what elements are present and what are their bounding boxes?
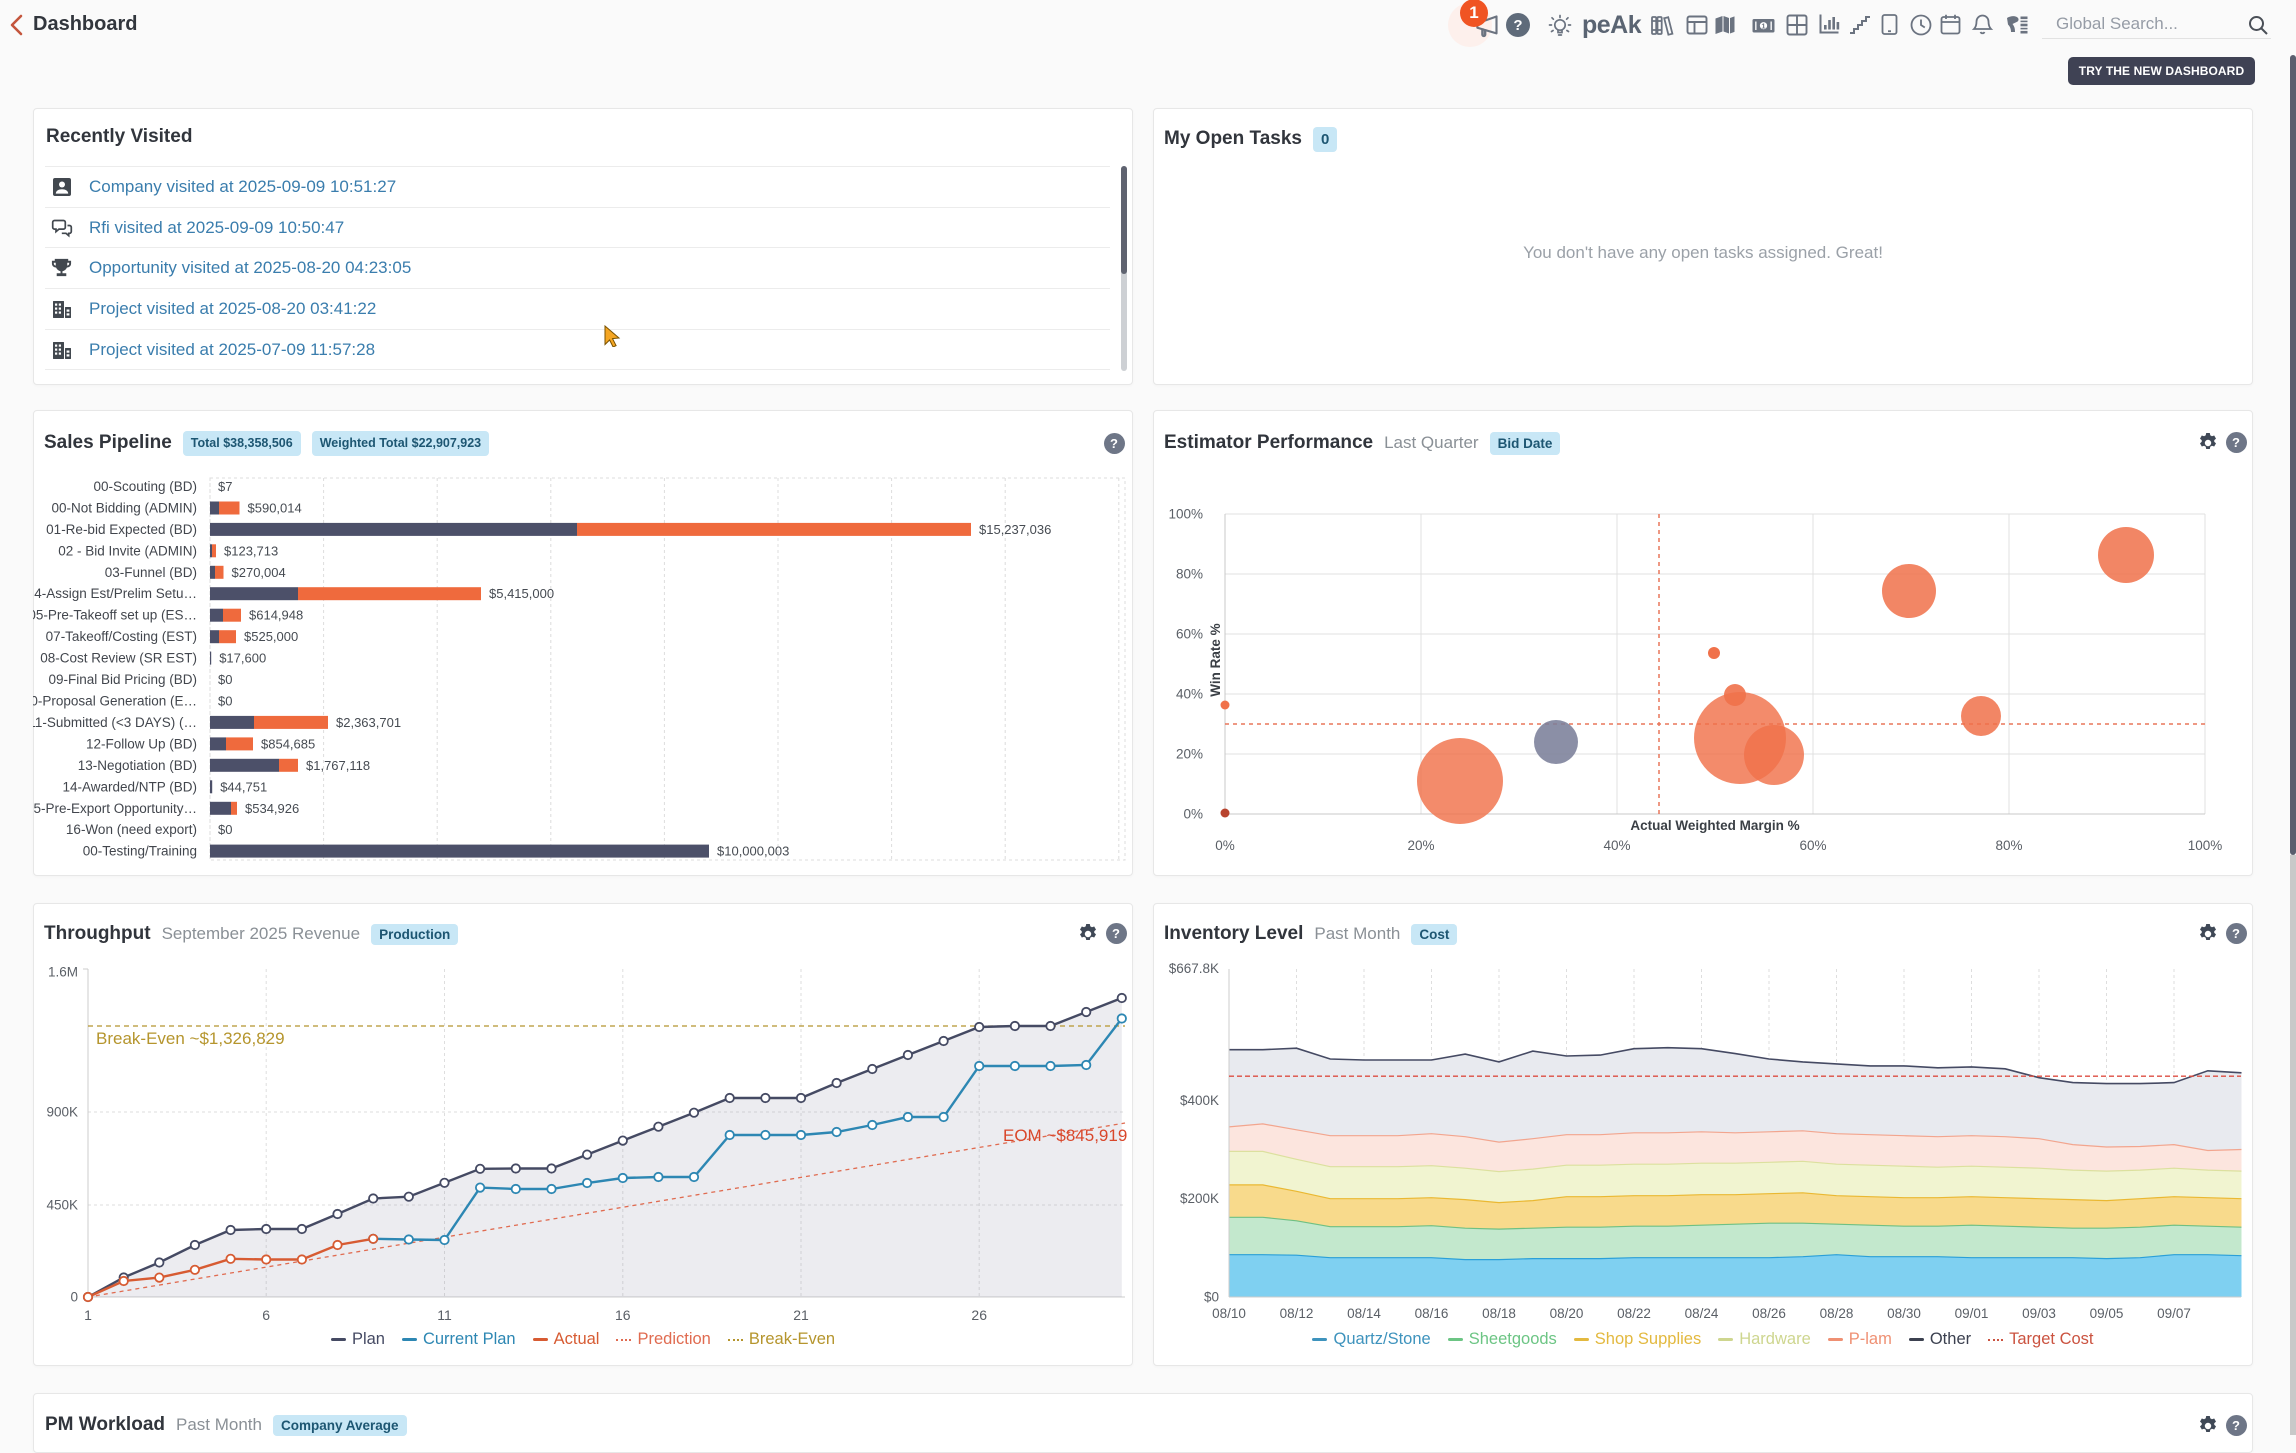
svg-text:20%: 20% bbox=[1407, 838, 1434, 853]
svg-text:$534,926: $534,926 bbox=[245, 801, 299, 816]
svg-text:16-Won (need export): 16-Won (need export) bbox=[66, 822, 197, 837]
svg-text:$0: $0 bbox=[218, 694, 232, 709]
svg-text:$7: $7 bbox=[218, 479, 232, 494]
svg-text:$667.8K: $667.8K bbox=[1169, 961, 1219, 976]
svg-text:6: 6 bbox=[262, 1307, 270, 1323]
svg-text:900K: 900K bbox=[46, 1105, 78, 1120]
svg-text:$0: $0 bbox=[218, 822, 232, 837]
svg-text:$614,948: $614,948 bbox=[249, 608, 303, 623]
svg-text:00-Not Bidding (ADMIN): 00-Not Bidding (ADMIN) bbox=[51, 501, 197, 516]
svg-text:00-Scouting (BD): 00-Scouting (BD) bbox=[93, 479, 197, 494]
svg-text:$400K: $400K bbox=[1180, 1093, 1219, 1108]
svg-text:16: 16 bbox=[615, 1307, 631, 1323]
svg-text:60%: 60% bbox=[1799, 838, 1826, 853]
svg-text:08/18: 08/18 bbox=[1482, 1306, 1516, 1321]
svg-text:08/12: 08/12 bbox=[1280, 1306, 1314, 1321]
svg-text:$270,004: $270,004 bbox=[232, 565, 286, 580]
svg-text:$200K: $200K bbox=[1180, 1191, 1219, 1206]
svg-text:0%: 0% bbox=[1183, 807, 1203, 822]
svg-text:05-Pre-Takeoff set up (ES…: 05-Pre-Takeoff set up (ES… bbox=[33, 608, 197, 623]
svg-text:100%: 100% bbox=[2188, 838, 2223, 853]
svg-text:$5,415,000: $5,415,000 bbox=[489, 586, 554, 601]
svg-text:21: 21 bbox=[793, 1307, 809, 1323]
svg-text:08/14: 08/14 bbox=[1347, 1306, 1381, 1321]
svg-text:09/05: 09/05 bbox=[2090, 1306, 2124, 1321]
svg-text:09/01: 09/01 bbox=[1955, 1306, 1989, 1321]
svg-text:$525,000: $525,000 bbox=[244, 629, 298, 644]
svg-text:0%: 0% bbox=[1215, 838, 1235, 853]
svg-text:80%: 80% bbox=[1995, 838, 2022, 853]
svg-text:08/24: 08/24 bbox=[1685, 1306, 1719, 1321]
svg-text:11: 11 bbox=[437, 1307, 452, 1323]
svg-text:09/07: 09/07 bbox=[2157, 1306, 2191, 1321]
svg-text:08/16: 08/16 bbox=[1415, 1306, 1449, 1321]
svg-text:Win Rate %: Win Rate % bbox=[1208, 623, 1223, 696]
svg-text:08/22: 08/22 bbox=[1617, 1306, 1651, 1321]
svg-text:100%: 100% bbox=[1168, 507, 1203, 522]
svg-text:$15,237,036: $15,237,036 bbox=[979, 522, 1051, 537]
svg-text:$44,751: $44,751 bbox=[220, 779, 267, 794]
svg-text:450K: 450K bbox=[46, 1198, 78, 1213]
svg-text:08/26: 08/26 bbox=[1752, 1306, 1786, 1321]
svg-text:60%: 60% bbox=[1176, 627, 1203, 642]
svg-text:08/28: 08/28 bbox=[1820, 1306, 1854, 1321]
svg-text:$2,363,701: $2,363,701 bbox=[336, 715, 401, 730]
svg-text:Break-Even ~$1,326,829: Break-Even ~$1,326,829 bbox=[96, 1029, 285, 1048]
svg-text:$0: $0 bbox=[1204, 1290, 1219, 1305]
svg-text:1.6M: 1.6M bbox=[48, 965, 78, 980]
svg-text:5-Pre-Export Opportunity…: 5-Pre-Export Opportunity… bbox=[33, 801, 197, 816]
svg-text:00-Testing/Training: 00-Testing/Training bbox=[83, 844, 197, 859]
svg-text:08-Cost Review (SR EST): 08-Cost Review (SR EST) bbox=[40, 651, 197, 666]
svg-text:$123,713: $123,713 bbox=[224, 543, 278, 558]
svg-text:13-Negotiation (BD): 13-Negotiation (BD) bbox=[78, 758, 197, 773]
svg-text:01-Re-bid Expected (BD): 01-Re-bid Expected (BD) bbox=[46, 522, 197, 537]
svg-text:80%: 80% bbox=[1176, 567, 1203, 582]
svg-text:08/30: 08/30 bbox=[1887, 1306, 1921, 1321]
svg-text:$10,000,003: $10,000,003 bbox=[717, 844, 789, 859]
svg-text:08/20: 08/20 bbox=[1550, 1306, 1584, 1321]
svg-text:03-Funnel (BD): 03-Funnel (BD) bbox=[105, 565, 197, 580]
svg-text:08/10: 08/10 bbox=[1212, 1306, 1246, 1321]
svg-text:$0: $0 bbox=[218, 672, 232, 687]
svg-text:0-Proposal Generation (E…: 0-Proposal Generation (E… bbox=[33, 694, 197, 709]
svg-text:09-Final Bid Pricing (BD): 09-Final Bid Pricing (BD) bbox=[48, 672, 197, 687]
svg-text:$1,767,118: $1,767,118 bbox=[306, 758, 370, 773]
svg-text:1: 1 bbox=[1761, 21, 1765, 30]
svg-text:Actual Weighted Margin %: Actual Weighted Margin % bbox=[1630, 818, 1799, 833]
svg-text:$17,600: $17,600 bbox=[219, 651, 266, 666]
svg-text:07-Takeoff/Costing (EST): 07-Takeoff/Costing (EST) bbox=[46, 629, 197, 644]
svg-text:EOM ~$845,919: EOM ~$845,919 bbox=[1003, 1126, 1127, 1145]
svg-text:40%: 40% bbox=[1603, 838, 1630, 853]
svg-text:4-Assign Est/Prelim Setu…: 4-Assign Est/Prelim Setu… bbox=[34, 586, 197, 601]
svg-text:09/03: 09/03 bbox=[2022, 1306, 2056, 1321]
svg-text:26: 26 bbox=[971, 1307, 987, 1323]
svg-text:1: 1 bbox=[84, 1307, 92, 1323]
svg-text:$854,685: $854,685 bbox=[261, 736, 315, 751]
svg-text:14-Awarded/NTP (BD): 14-Awarded/NTP (BD) bbox=[62, 779, 197, 794]
svg-text:$590,014: $590,014 bbox=[248, 501, 302, 516]
svg-text:12-Follow Up (BD): 12-Follow Up (BD) bbox=[86, 736, 197, 751]
svg-text:11-Submitted (<3 DAYS) (…: 11-Submitted (<3 DAYS) (… bbox=[33, 715, 197, 730]
svg-text:20%: 20% bbox=[1176, 747, 1203, 762]
svg-text:0: 0 bbox=[70, 1290, 78, 1305]
svg-text:02 - Bid Invite (ADMIN): 02 - Bid Invite (ADMIN) bbox=[58, 543, 197, 558]
svg-text:40%: 40% bbox=[1176, 687, 1203, 702]
